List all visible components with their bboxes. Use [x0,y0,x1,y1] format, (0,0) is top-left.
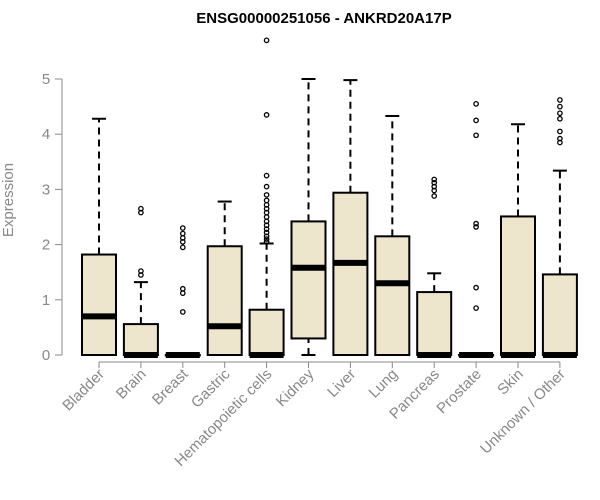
outlier-prostate-6 [473,100,479,107]
outlier-pancreas-4 [431,176,438,183]
outlier-hematopoietic-cells-3 [263,229,270,236]
outlier-breast-0 [179,309,186,315]
x-tick-label-breast: Breast [149,365,192,408]
y-axis: 0 1 2 3 4 5 [42,71,63,364]
box-gastric [206,200,243,356]
outlier-hematopoietic-cells-1 [263,236,270,242]
outlier-prostate-3 [473,220,479,227]
y-tick-label-4: 4 [42,126,50,143]
box-series [81,37,578,358]
outlier-pancreas-0 [431,193,438,199]
box-unknown-other [541,97,578,358]
outlier-hematopoietic-cells-0 [263,238,270,245]
box-body-pancreas [416,291,453,356]
outlier-breast-1 [179,290,186,297]
x-tick-label-bladder: Bladder [59,366,108,415]
x-tick-label-lung: Lung [366,366,402,402]
x-tick-label-prostate: Prostate [433,366,485,418]
box-hematopoietic-cells [248,37,285,358]
x-tick-label-skin: Skin [494,366,527,399]
outlier-prostate-5 [473,117,479,124]
y-tick-label-0: 0 [42,347,50,364]
box-body-lung [374,235,411,357]
y-tick-label-1: 1 [42,292,50,309]
box-liver [332,79,369,356]
x-tick-label-kidney: Kidney [273,365,318,410]
y-tick-label-2: 2 [42,237,50,254]
y-tick-label-5: 5 [42,71,50,88]
box-prostate [458,100,495,358]
outlier-breast-2 [179,285,186,292]
box-body-gastric [206,245,243,356]
outlier-brain-1 [138,268,144,274]
outlier-hematopoietic-cells-13 [263,183,270,190]
outlier-hematopoietic-cells-16 [263,37,270,44]
outlier-brain-3 [138,205,144,212]
box-lung [374,114,411,357]
y-tick-label-3: 3 [42,181,50,198]
box-body-brain [122,323,159,357]
outlier-hematopoietic-cells-12 [263,192,270,198]
outlier-breast-7 [179,225,186,231]
outlier-unknown-other-2 [557,128,563,135]
outlier-unknown-other-6 [557,97,563,103]
box-brain [122,205,159,358]
outlier-hematopoietic-cells-14 [263,172,270,179]
outlier-prostate-0 [473,305,479,311]
outlier-breast-6 [179,230,186,237]
outlier-unknown-other-1 [557,135,563,142]
outlier-unknown-other-4 [557,110,563,117]
outlier-unknown-other-5 [557,103,563,110]
box-body-skin [500,215,536,356]
outlier-unknown-other-3 [557,115,563,122]
outlier-prostate-2 [473,224,479,230]
box-body-hematopoietic-cells [248,308,285,356]
x-tick-label-liver: Liver [324,366,359,401]
outlier-prostate-1 [473,284,479,291]
box-bladder [81,117,117,356]
box-breast [164,225,201,358]
y-axis-label: Expression [0,163,17,237]
outlier-breast-3 [179,244,186,251]
box-pancreas [416,176,453,358]
box-body-kidney [290,220,327,340]
box-skin [500,123,536,358]
box-kidney [290,78,327,356]
x-tick-label-brain: Brain [113,366,150,403]
outlier-hematopoietic-cells-15 [263,112,270,118]
outlier-pancreas-3 [431,179,438,186]
box-body-bladder [81,253,117,356]
box-body-liver [332,191,369,356]
box-body-unknown-other [541,273,578,356]
chart-title: ENSG00000251056 - ANKRD20A17P [196,10,451,27]
outlier-hematopoietic-cells-11 [263,197,270,204]
outlier-hematopoietic-cells-7 [263,214,270,220]
outlier-prostate-4 [473,132,479,139]
